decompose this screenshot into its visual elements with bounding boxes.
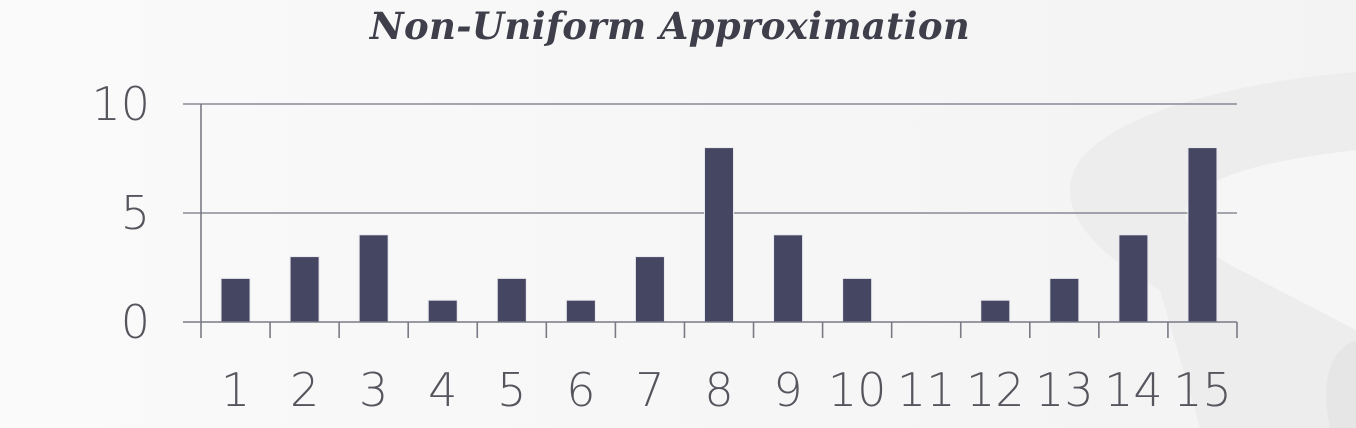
bar-2	[289, 256, 320, 323]
y-tick-label-0: 0	[121, 295, 150, 349]
bar-10	[842, 277, 873, 323]
bar-5	[496, 277, 527, 323]
x-tick-label-8: 8	[704, 363, 733, 417]
bar-4	[427, 299, 458, 323]
x-tick-label-13: 13	[1035, 363, 1094, 417]
bar-13	[1049, 277, 1080, 323]
x-tick-label-12: 12	[966, 363, 1025, 417]
y-tick-label-10: 10	[91, 77, 150, 131]
bar-8	[703, 147, 735, 323]
x-tick-label-9: 9	[773, 363, 802, 417]
bar-7	[634, 256, 665, 323]
x-tick-label-3: 3	[359, 363, 388, 417]
axes	[183, 104, 1238, 338]
x-tick-label-11: 11	[897, 363, 956, 417]
x-tick-label-14: 14	[1104, 363, 1163, 417]
bar-12	[980, 299, 1011, 323]
bar-9	[773, 234, 804, 323]
x-tick-label-4: 4	[428, 363, 457, 417]
bars	[220, 147, 1218, 323]
x-tick-label-10: 10	[828, 363, 887, 417]
chart-title: Non-Uniform Approximation	[369, 4, 971, 48]
x-tick-label-6: 6	[566, 363, 595, 417]
bar-14	[1118, 234, 1149, 323]
x-tick-label-5: 5	[497, 363, 526, 417]
bar-3	[358, 234, 389, 323]
bar-1	[220, 277, 251, 323]
x-tick-label-2: 2	[290, 363, 319, 417]
y-tick-label-5: 5	[121, 186, 150, 240]
x-tick-label-7: 7	[635, 363, 664, 417]
bar-15	[1187, 147, 1218, 323]
bar-6	[565, 299, 596, 323]
x-tick-label-1: 1	[221, 363, 250, 417]
x-tick-label-15: 15	[1173, 363, 1232, 417]
